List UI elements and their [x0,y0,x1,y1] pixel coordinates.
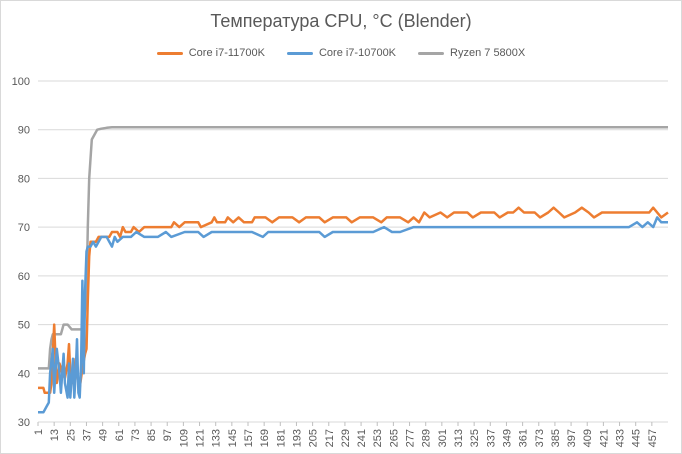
x-tick-label: 61 [114,429,126,441]
x-tick-label: 373 [534,429,546,447]
x-tick-label: 109 [178,429,190,447]
x-tick-label: 97 [162,429,174,441]
series-line-core-i7-10700k [38,216,668,414]
x-tick-label: 25 [65,429,77,441]
x-tick-label: 253 [372,429,384,447]
legend-item-core-i7-11700k: Core i7-11700K [156,47,265,59]
legend-item-core-i7-10700k: Core i7-10700K [286,47,397,59]
x-tick-label: 217 [324,429,336,447]
x-tick-label: 193 [291,429,303,447]
y-tick-label: 80 [18,173,30,185]
x-tick-label: 265 [388,429,400,447]
series-line-ryzen-7-5800x [38,126,668,370]
y-tick-label: 40 [18,368,30,380]
legend-label: Core i7-10700K [318,47,397,59]
x-tick-label: 1 [33,429,45,435]
x-tick-label: 49 [98,429,110,441]
x-tick-label: 37 [81,429,93,441]
x-tick-label: 301 [437,429,449,447]
x-tick-label: 157 [243,429,255,447]
legend: Core i7-11700K Core i7-10700K Ryzen 7 58… [1,47,681,59]
y-tick-label: 60 [18,271,30,283]
x-tick-label: 145 [227,429,239,447]
y-tick-label: 100 [12,76,30,88]
legend-item-ryzen-7-5800x: Ryzen 7 5800X [418,47,525,59]
y-tick-label: 70 [18,222,30,234]
legend-label: Ryzen 7 5800X [450,47,526,59]
x-tick-label: 169 [259,429,271,447]
chart-title: Температура CPU, °C (Blender) [210,11,472,31]
x-tick-label: 121 [195,429,207,447]
x-tick-label: 361 [518,429,530,447]
legend-swatch [286,51,313,55]
x-tick-label: 241 [356,429,368,447]
x-tick-label: 73 [130,429,142,441]
x-tick-label: 229 [340,429,352,447]
x-tick-label: 133 [211,429,223,447]
x-tick-label: 385 [550,429,562,447]
x-tick-label: 349 [501,429,513,447]
x-tick-label: 457 [647,429,659,447]
legend-swatch [418,51,445,55]
x-tick-label: 421 [598,429,610,447]
y-tick-label: 50 [18,320,30,332]
y-tick-label: 90 [18,125,30,137]
x-tick-label: 445 [631,429,643,447]
x-tick-label: 289 [421,429,433,447]
y-tick-label: 30 [18,417,30,429]
x-tick-label: 277 [405,429,417,447]
x-tick-label: 85 [146,429,158,441]
x-tick-label: 313 [453,429,465,447]
x-tick-label: 325 [469,429,481,447]
x-tick-label: 337 [485,429,497,447]
x-tick-label: 13 [49,429,61,441]
x-tick-label: 181 [275,429,287,447]
legend-swatch [156,51,183,55]
x-tick-label: 205 [308,429,320,447]
x-tick-label: 409 [582,429,594,447]
x-tick-label: 397 [566,429,578,447]
x-tick-label: 433 [615,429,627,447]
legend-label: Core i7-11700K [188,47,265,59]
